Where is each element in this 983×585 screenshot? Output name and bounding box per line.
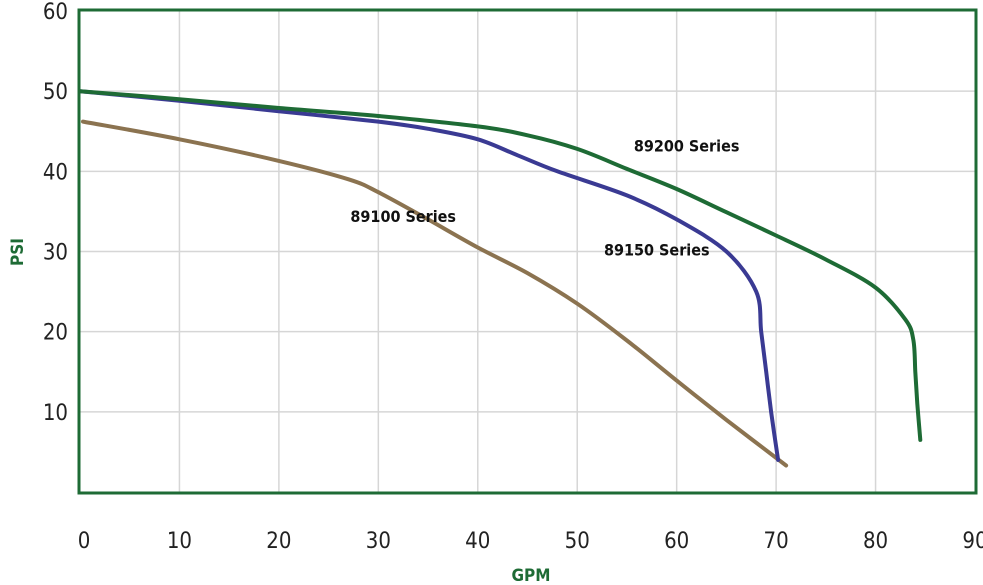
x-tick-label: 80: [863, 529, 888, 554]
y-tick-label: 50: [43, 80, 68, 105]
x-tick-label: 90: [962, 529, 983, 554]
grid-lines: [80, 11, 975, 492]
y-tick-label: 30: [43, 241, 68, 266]
series-label: 89150 Series: [604, 241, 710, 260]
x-tick-label: 10: [167, 529, 192, 554]
series-labels: 89100 Series 89150 Series 89200 Series: [350, 136, 739, 259]
y-tick-labels: 10 20 30 40 50 60: [43, 0, 68, 426]
x-tick-labels: 0 10 20 30 40 50 60 70 80 90: [78, 529, 983, 554]
y-tick-label: 60: [43, 0, 68, 25]
y-tick-label: 20: [43, 321, 68, 346]
x-axis-title: GPM: [512, 566, 551, 585]
x-tick-label: 20: [266, 529, 291, 554]
x-tick-label: 40: [465, 529, 490, 554]
x-tick-label: 30: [366, 529, 391, 554]
x-tick-label: 60: [664, 529, 689, 554]
series-label: 89200 Series: [634, 136, 740, 155]
series-lines: [78, 89, 923, 468]
series-line-89150-series: [78, 89, 781, 462]
x-tick-label: 50: [565, 529, 590, 554]
x-tick-label: 0: [78, 529, 91, 554]
x-tick-label: 70: [764, 529, 789, 554]
series-line-89200-series: [78, 89, 923, 442]
series-line-89100-series: [81, 119, 789, 468]
series-label: 89100 Series: [350, 207, 456, 226]
y-tick-label: 10: [43, 401, 68, 426]
y-axis-title: PSI: [8, 238, 28, 266]
y-tick-label: 40: [43, 160, 68, 185]
plot-frame: [77, 8, 978, 495]
